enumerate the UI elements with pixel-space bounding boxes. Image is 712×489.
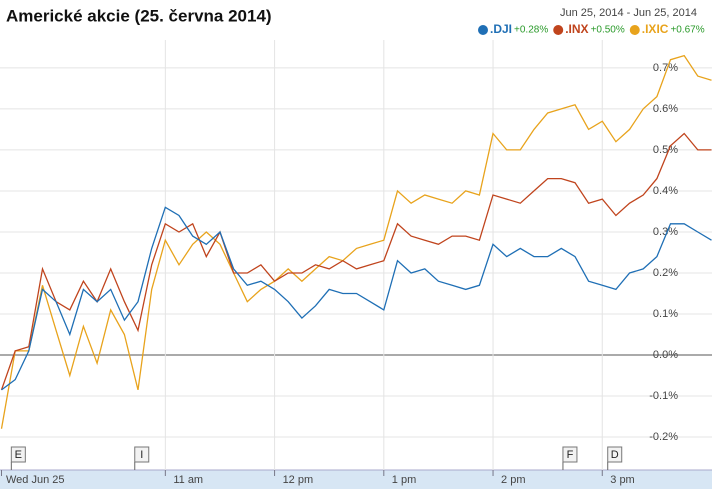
x-tick-label: 11 am: [173, 474, 203, 486]
legend-name: .INX: [565, 22, 588, 36]
y-tick-label: 0.2%: [653, 267, 678, 279]
date-range: Jun 25, 2014 - Jun 25, 2014: [560, 7, 697, 19]
legend-marker: [478, 25, 488, 35]
x-tick-label: 12 pm: [283, 474, 314, 486]
series-line: [1, 206, 712, 391]
event-label: E: [15, 449, 22, 461]
event-flag: [10, 446, 26, 463]
legend-marker: [629, 25, 640, 35]
legend-change: +0.67%: [670, 25, 704, 36]
y-tick-label: 0.3%: [653, 226, 678, 238]
legend-name: .IXIC: [642, 22, 669, 36]
y-tick-label: -0.1%: [649, 390, 678, 402]
series-line: [0, 54, 712, 429]
y-tick-label: 0.6%: [653, 103, 678, 115]
x-tick-label: Wed Jun 25: [6, 474, 65, 486]
y-tick-label: 0.4%: [653, 185, 678, 197]
x-axis-bar: [0, 470, 712, 489]
event-label: I: [140, 449, 143, 461]
event-label: D: [611, 449, 619, 461]
event-flag: [562, 446, 578, 463]
y-tick-label: -0.2%: [649, 431, 678, 443]
event-label: F: [567, 449, 574, 461]
y-tick-label: 0.1%: [653, 308, 678, 320]
x-tick-label: 3 pm: [610, 474, 634, 486]
event-flag: [134, 446, 150, 463]
series-line: [0, 132, 712, 391]
y-tick-label: 0.7%: [653, 62, 678, 74]
y-tick-label: 0.0%: [653, 349, 678, 361]
x-tick-label: 2 pm: [501, 474, 525, 486]
event-flag: [607, 446, 623, 463]
legend-marker: [553, 25, 564, 35]
legend-name: .DJI: [490, 22, 512, 36]
legend-change: +0.28%: [514, 25, 548, 36]
chart-title: Americké akcie (25. června 2014): [6, 6, 272, 25]
x-tick-label: 1 pm: [392, 474, 416, 486]
y-tick-label: 0.5%: [653, 144, 678, 156]
legend-change: +0.50%: [591, 25, 625, 36]
